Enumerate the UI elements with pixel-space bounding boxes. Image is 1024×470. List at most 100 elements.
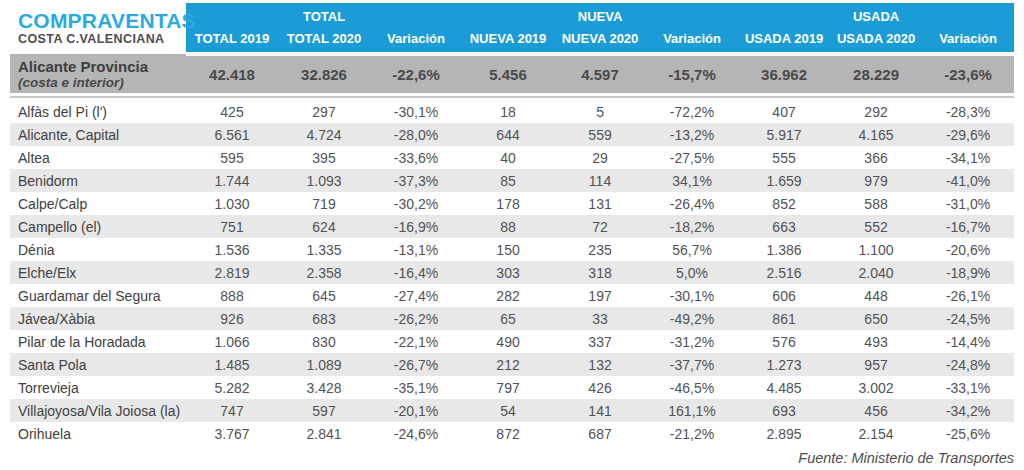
row-label: Jávea/Xàbia xyxy=(10,307,186,330)
data-cell: 830 xyxy=(278,330,370,353)
data-cell: 4.724 xyxy=(278,123,370,146)
summary-cell: 5.456 xyxy=(462,54,554,95)
row-label: Alicante, Capital xyxy=(10,123,186,146)
table-row: Guardamar del Segura888645-27,4%282197-3… xyxy=(10,284,1014,307)
data-cell: 6.561 xyxy=(186,123,278,146)
data-cell: 235 xyxy=(554,238,646,261)
data-cell: 132 xyxy=(554,353,646,376)
data-cell: 1.335 xyxy=(278,238,370,261)
data-cell: -16,9% xyxy=(370,215,462,238)
data-cell: 606 xyxy=(738,284,830,307)
col-header-nueva-variacion: Variación xyxy=(646,25,738,54)
table-body: Alicante Provincia(costa e interior)42.4… xyxy=(10,54,1014,445)
data-cell: 297 xyxy=(278,99,370,123)
group-header-total: TOTAL xyxy=(186,3,462,25)
table-row: Benidorm1.7441.093-37,3%8511434,1%1.6599… xyxy=(10,169,1014,192)
data-cell: -37,7% xyxy=(646,353,738,376)
data-cell: 448 xyxy=(830,284,922,307)
col-header-usada-variacion: Variación xyxy=(922,25,1014,54)
data-cell: 2.841 xyxy=(278,422,370,445)
data-cell: 425 xyxy=(186,99,278,123)
data-cell: -28,0% xyxy=(370,123,462,146)
data-cell: -14,4% xyxy=(922,330,1014,353)
col-header-usada-2019: USADA 2019 xyxy=(738,25,830,54)
data-cell: -24,5% xyxy=(922,307,1014,330)
data-cell: 719 xyxy=(278,192,370,215)
data-cell: 3.002 xyxy=(830,376,922,399)
data-cell: 683 xyxy=(278,307,370,330)
summary-cell: 42.418 xyxy=(186,54,278,95)
data-cell: 926 xyxy=(186,307,278,330)
row-label: Alfàs del Pi (l') xyxy=(10,99,186,123)
row-label: Torrevieja xyxy=(10,376,186,399)
data-cell: 872 xyxy=(462,422,554,445)
row-label: Benidorm xyxy=(10,169,186,192)
row-label: Dénia xyxy=(10,238,186,261)
data-cell: 888 xyxy=(186,284,278,307)
data-cell: -16,4% xyxy=(370,261,462,284)
data-cell: 456 xyxy=(830,399,922,422)
data-cell: 797 xyxy=(462,376,554,399)
summary-cell: 28.229 xyxy=(830,54,922,95)
data-cell: 34,1% xyxy=(646,169,738,192)
summary-cell: -15,7% xyxy=(646,54,738,95)
data-cell: -31,0% xyxy=(922,192,1014,215)
sales-table: COMPRAVENTAS COSTA C.VALENCIANA TOTAL NU… xyxy=(10,3,1014,445)
summary-row-label: Alicante Provincia(costa e interior) xyxy=(10,54,186,95)
data-cell: -29,6% xyxy=(922,123,1014,146)
data-cell: 1.066 xyxy=(186,330,278,353)
data-cell: 493 xyxy=(830,330,922,353)
data-cell: -34,2% xyxy=(922,399,1014,422)
data-cell: 4.485 xyxy=(738,376,830,399)
data-cell: 426 xyxy=(554,376,646,399)
data-cell: 1.659 xyxy=(738,169,830,192)
data-cell: 5 xyxy=(554,99,646,123)
data-cell: 1.536 xyxy=(186,238,278,261)
row-label: Guardamar del Segura xyxy=(10,284,186,307)
summary-cell: 32.826 xyxy=(278,54,370,95)
data-cell: 85 xyxy=(462,169,554,192)
data-cell: 161,1% xyxy=(646,399,738,422)
table-row: Orihuela3.7672.841-24,6%872687-21,2%2.89… xyxy=(10,422,1014,445)
data-cell: 141 xyxy=(554,399,646,422)
source-note: Fuente: Ministerio de Transportes xyxy=(0,450,1014,466)
data-cell: 178 xyxy=(462,192,554,215)
data-cell: 33 xyxy=(554,307,646,330)
summary-cell: 4.597 xyxy=(554,54,646,95)
data-cell: -49,2% xyxy=(646,307,738,330)
data-cell: 861 xyxy=(738,307,830,330)
data-cell: 56,7% xyxy=(646,238,738,261)
summary-row-name: Alicante Provincia xyxy=(18,58,186,75)
data-cell: -22,1% xyxy=(370,330,462,353)
row-label: Santa Pola xyxy=(10,353,186,376)
table-row: Alfàs del Pi (l')425297-30,1%185-72,2%40… xyxy=(10,99,1014,123)
data-cell: 595 xyxy=(186,146,278,169)
data-cell: 40 xyxy=(462,146,554,169)
page-subtitle: COSTA C.VALENCIANA xyxy=(18,32,186,47)
table-header: COMPRAVENTAS COSTA C.VALENCIANA TOTAL NU… xyxy=(10,3,1014,54)
summary-cell: 36.962 xyxy=(738,54,830,95)
data-cell: -41,0% xyxy=(922,169,1014,192)
data-cell: 3.767 xyxy=(186,422,278,445)
data-cell: 395 xyxy=(278,146,370,169)
group-header-nueva: NUEVA xyxy=(462,3,738,25)
row-label: Pilar de la Horadada xyxy=(10,330,186,353)
table-row: Santa Pola1.4851.089-26,7%212132-37,7%1.… xyxy=(10,353,1014,376)
table-row: Alicante, Capital6.5614.724-28,0%644559-… xyxy=(10,123,1014,146)
data-cell: 597 xyxy=(278,399,370,422)
data-cell: -33,1% xyxy=(922,376,1014,399)
data-cell: 852 xyxy=(738,192,830,215)
col-header-usada-2020: USADA 2020 xyxy=(830,25,922,54)
data-cell: 5.282 xyxy=(186,376,278,399)
data-cell: 624 xyxy=(278,215,370,238)
data-cell: -20,1% xyxy=(370,399,462,422)
table-row: Campello (el)751624-16,9%8872-18,2%66355… xyxy=(10,215,1014,238)
data-cell: -18,2% xyxy=(646,215,738,238)
data-cell: 2.358 xyxy=(278,261,370,284)
data-cell: -24,8% xyxy=(922,353,1014,376)
table-row: Dénia1.5361.335-13,1%15023556,7%1.3861.1… xyxy=(10,238,1014,261)
data-cell: 88 xyxy=(462,215,554,238)
data-cell: -35,1% xyxy=(370,376,462,399)
data-cell: 318 xyxy=(554,261,646,284)
data-cell: 212 xyxy=(462,353,554,376)
